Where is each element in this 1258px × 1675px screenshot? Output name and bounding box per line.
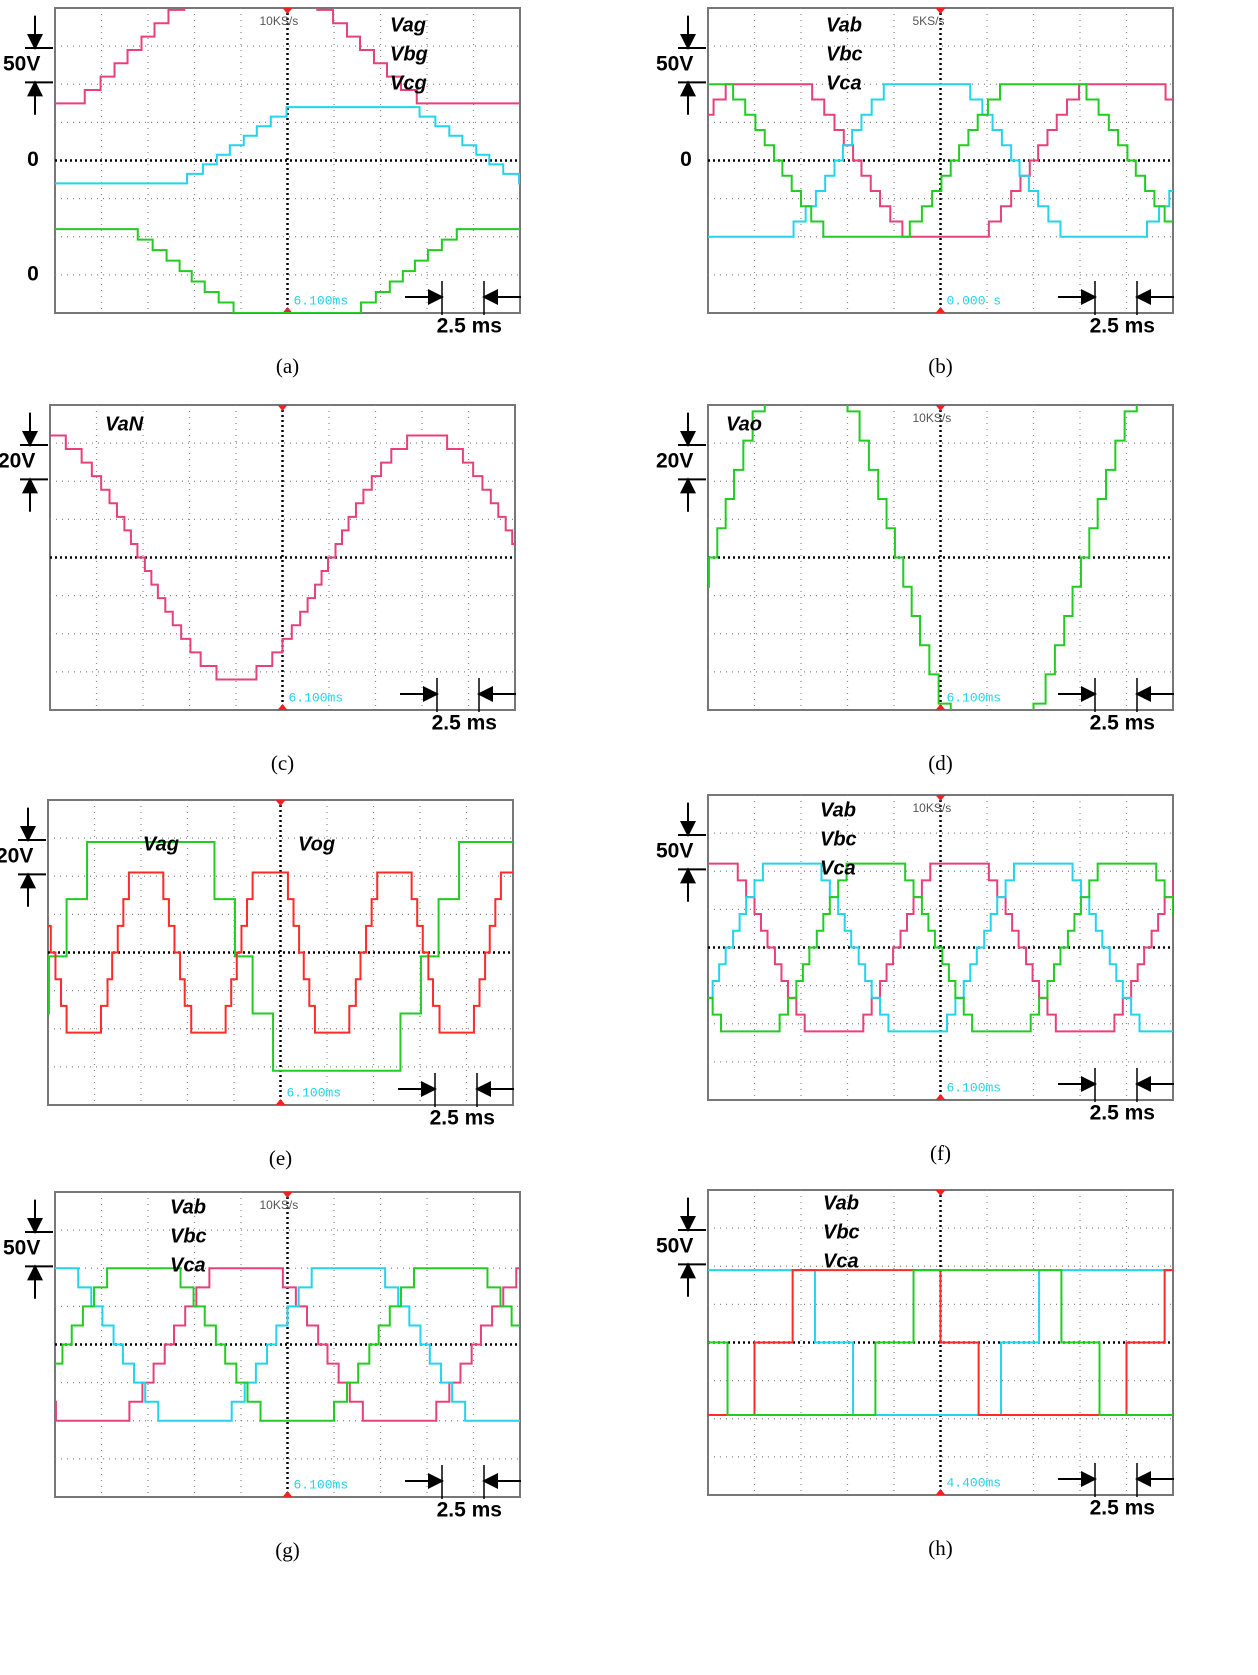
time-readout: 0.000 s	[947, 293, 1002, 308]
division-label: 2.5 ms	[1090, 1497, 1155, 1520]
division-label: 2.5 ms	[430, 1107, 495, 1130]
scope-panel: 50V Vab Vbc Vca 10KS/s 6.100ms 2.5 ms (g)	[3, 1192, 521, 1562]
sample-rate: 10KS/s	[260, 1198, 299, 1212]
trace-label: VaN	[105, 413, 144, 435]
trace-label: Vca	[820, 857, 856, 879]
page: 50V 0 0 Vag Vbg Vcg 10KS/s 6.100ms 2.5 ms (a) 50V 0…	[0, 0, 1258, 1670]
division-label: 2.5 ms	[1090, 1102, 1155, 1125]
caption: (f)	[930, 1141, 951, 1165]
division-label: 2.5 ms	[1090, 712, 1155, 735]
trace-label: Vbc	[170, 1225, 207, 1247]
time-readout: 4.400ms	[947, 1475, 1002, 1490]
figure: 50V 0 0 Vag Vbg Vcg 10KS/s 6.100ms 2.5 ms (a) 50V 0…	[0, 0, 1258, 1670]
trace-label: Vca	[826, 72, 862, 94]
trace-label: Vab	[823, 1192, 859, 1214]
scope-panel: 50V Vab Vbc Vca 10KS/s 6.100ms 2.5 ms (f)	[656, 795, 1174, 1165]
trace-label: Vab	[170, 1196, 206, 1218]
scope-panel: 50V 0 Vab Vbc Vca 5KS/s 0.000 s 2.5 ms (b)	[656, 8, 1174, 378]
trace-label: Vog	[298, 833, 335, 855]
zero-label: 0	[680, 148, 692, 171]
sample-rate: 10KS/s	[913, 411, 952, 425]
caption: (g)	[275, 1538, 300, 1562]
scale-label: 50V	[656, 53, 693, 76]
time-readout: 6.100ms	[289, 690, 344, 705]
caption: (h)	[928, 1536, 953, 1560]
scale-label: 20V	[0, 450, 35, 473]
trace-label: Vbc	[823, 1221, 860, 1243]
time-readout: 6.100ms	[294, 293, 349, 308]
zero-label: 0	[27, 262, 39, 285]
trace-label: Vag	[143, 833, 179, 855]
trace-label: Vao	[726, 413, 762, 435]
scale-label: 20V	[0, 845, 33, 868]
caption: (d)	[928, 751, 953, 775]
trace-label: Vag	[390, 14, 426, 36]
trace-label: Vab	[820, 799, 856, 821]
trace-label: Vab	[826, 14, 862, 36]
scale-label: 50V	[3, 1237, 40, 1260]
scale-label: 50V	[3, 53, 40, 76]
caption: (a)	[276, 354, 299, 378]
division-label: 2.5 ms	[437, 1499, 502, 1522]
scale-label: 50V	[656, 840, 693, 863]
sample-rate: 10KS/s	[913, 801, 952, 815]
scope-panel: 50V Vab Vbc Vca 4.400ms 2.5 ms (h)	[656, 1190, 1174, 1560]
caption: (e)	[269, 1146, 292, 1170]
division-label: 2.5 ms	[1090, 315, 1155, 338]
division-label: 2.5 ms	[437, 315, 502, 338]
division-label: 2.5 ms	[432, 712, 497, 735]
time-readout: 6.100ms	[947, 1080, 1002, 1095]
time-readout: 6.100ms	[294, 1477, 349, 1492]
scale-label: 20V	[656, 450, 693, 473]
scope-panel: 20V Vag Vog 6.100ms 2.5 ms (e)	[0, 800, 514, 1170]
time-readout: 6.100ms	[947, 690, 1002, 705]
trace-label: Vbc	[820, 828, 857, 850]
sample-rate: 5KS/s	[913, 14, 945, 28]
time-readout: 6.100ms	[287, 1085, 342, 1100]
scope-panel: 20V VaN 6.100ms 2.5 ms (c)	[0, 405, 516, 775]
trace-label: Vbc	[826, 43, 863, 65]
scope-panel: 50V 0 0 Vag Vbg Vcg 10KS/s 6.100ms 2.5 ms (a)	[3, 0, 521, 378]
trace-label: Vca	[823, 1250, 859, 1272]
sample-rate: 10KS/s	[260, 14, 299, 28]
zero-label: 0	[27, 148, 39, 171]
trace-label: Vcg	[390, 72, 427, 94]
caption: (b)	[928, 354, 953, 378]
trace-label: Vbg	[390, 43, 428, 65]
trace-label: Vca	[170, 1254, 206, 1276]
scale-label: 50V	[656, 1235, 693, 1258]
scope-panel: 20V Vao 10KS/s 6.100ms 2.5 ms (d)	[656, 382, 1174, 775]
caption: (c)	[271, 751, 294, 775]
